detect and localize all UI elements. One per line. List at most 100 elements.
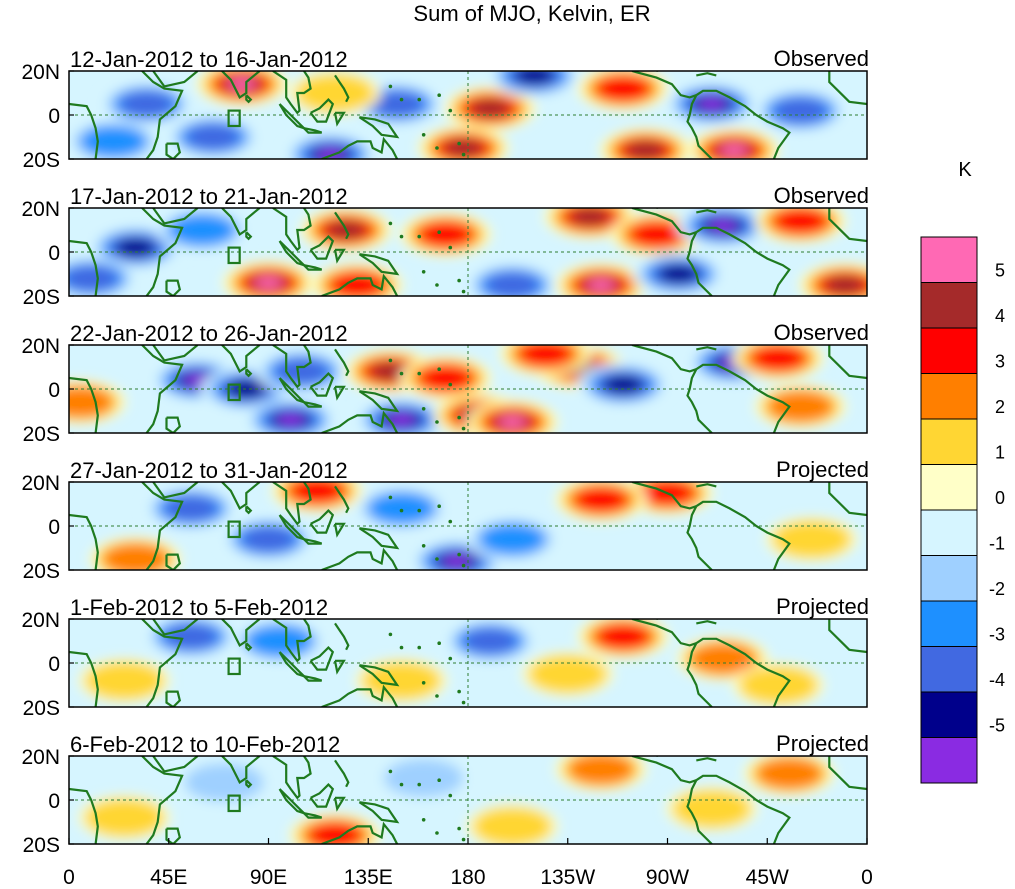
- island: [461, 289, 466, 294]
- colorbar-tick-label: 4: [995, 306, 1005, 326]
- coastline: [309, 509, 335, 534]
- coastline: [303, 401, 323, 408]
- anomaly-contour: [774, 208, 827, 234]
- coastlines: [69, 619, 867, 707]
- coastline: [695, 89, 791, 159]
- island: [399, 371, 404, 376]
- island: [457, 826, 461, 831]
- coastline: [358, 527, 400, 550]
- anomaly-contour: [362, 661, 441, 700]
- island: [448, 245, 453, 250]
- panel-period: 27-Jan-2012 to 31-Jan-2012: [70, 458, 348, 483]
- coastline: [358, 801, 400, 824]
- coastline: [309, 372, 335, 397]
- coastline: [141, 482, 184, 570]
- coastline: [686, 505, 713, 570]
- island: [421, 133, 426, 137]
- anomaly-contour: [772, 520, 852, 558]
- panel-status: Projected: [776, 457, 869, 482]
- coastline: [358, 664, 400, 687]
- coastline: [309, 646, 335, 671]
- coastline: [631, 208, 697, 236]
- colorbar-tick-label: 5: [995, 261, 1005, 281]
- coastline: [828, 71, 867, 106]
- coastline: [334, 211, 350, 240]
- island: [417, 508, 422, 513]
- anomaly-contour: [186, 124, 240, 150]
- coastline: [631, 482, 697, 510]
- y-tick-label: 20N: [21, 335, 60, 358]
- island: [388, 632, 393, 637]
- coastline: [165, 279, 182, 296]
- island: [421, 818, 426, 822]
- coastline: [696, 483, 717, 488]
- anomaly-contour: [275, 359, 329, 384]
- coastline: [272, 208, 312, 252]
- anomaly-contour: [514, 71, 555, 85]
- panel-status: Observed: [774, 46, 869, 71]
- anomaly-contour: [756, 758, 823, 790]
- coastline: [303, 264, 323, 271]
- colorbar-tick-label: -1: [989, 534, 1005, 554]
- colorbar-bin: [920, 555, 978, 602]
- coastline: [631, 345, 697, 373]
- colorbar-tick-label: 1: [995, 443, 1005, 463]
- coastline: [358, 253, 400, 276]
- island: [435, 694, 439, 698]
- island: [457, 141, 461, 146]
- coastline: [696, 620, 717, 625]
- anomaly-contour: [242, 526, 295, 552]
- coastline: [321, 273, 399, 296]
- island: [457, 278, 461, 283]
- coastline: [358, 390, 400, 413]
- y-tick-label: 0: [48, 790, 60, 813]
- coastlines: [69, 71, 867, 159]
- panel-6: 20N 0 20S 6-Feb-2012 to 10-Feb-2012 Projecte…: [21, 731, 869, 857]
- coastline: [686, 231, 713, 296]
- colorbar-bin: [920, 600, 978, 647]
- coastline: [165, 553, 182, 570]
- region-box: [227, 657, 241, 676]
- island: [435, 557, 439, 561]
- anomaly-contour: [528, 655, 608, 693]
- colorbar-bin: [920, 418, 978, 465]
- colorbar-bin: [920, 646, 978, 693]
- anomaly-contour: [370, 91, 424, 117]
- coastline: [828, 482, 867, 517]
- coastline: [272, 71, 312, 115]
- coastlines: [69, 208, 867, 296]
- anomaly-contour: [658, 264, 699, 284]
- coastline: [69, 102, 99, 159]
- colorbar-bin: [920, 327, 978, 374]
- colorbar-tick-label: -5: [989, 716, 1005, 736]
- anomaly-contour: [824, 275, 865, 295]
- coastline: [221, 756, 261, 785]
- coastline: [631, 756, 697, 784]
- x-tick-label: 0: [861, 866, 873, 889]
- anomaly-contour: [569, 208, 610, 226]
- panel-status: Projected: [776, 731, 869, 756]
- coastline: [69, 376, 99, 433]
- coastline: [828, 619, 867, 654]
- coastline: [69, 787, 99, 844]
- island: [461, 426, 466, 431]
- coastline: [695, 363, 791, 433]
- y-tick-label: 20S: [23, 697, 60, 720]
- coastline: [303, 675, 323, 682]
- colorbar-tick-label: 2: [995, 397, 1005, 417]
- anomaly-contour: [751, 345, 805, 371]
- coastline: [321, 547, 399, 570]
- island: [421, 681, 426, 685]
- anomaly-contour: [277, 413, 305, 426]
- anomaly-contour: [587, 279, 615, 291]
- anomaly-contour: [709, 219, 737, 232]
- island: [421, 270, 426, 274]
- anomaly-field: [69, 345, 867, 433]
- anomaly-contour: [574, 487, 628, 512]
- coastline: [152, 208, 199, 225]
- coastline: [69, 650, 99, 707]
- coastline: [695, 774, 791, 844]
- coastline: [695, 637, 791, 707]
- anomaly-contour: [472, 807, 552, 844]
